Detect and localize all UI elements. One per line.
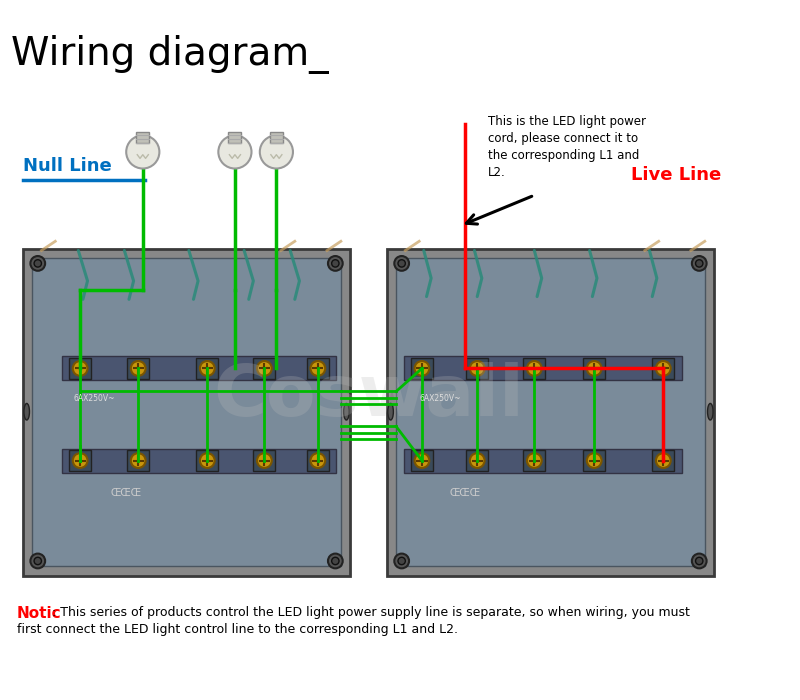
Bar xyxy=(403,356,682,380)
Circle shape xyxy=(394,554,409,568)
Ellipse shape xyxy=(707,403,713,420)
Bar xyxy=(411,358,433,379)
Bar xyxy=(62,356,336,380)
Bar xyxy=(306,450,329,470)
Bar xyxy=(254,358,275,379)
Circle shape xyxy=(398,260,406,267)
Circle shape xyxy=(310,453,326,468)
Text: Coswall: Coswall xyxy=(213,362,524,430)
Text: 6AX250V~: 6AX250V~ xyxy=(419,394,461,403)
Circle shape xyxy=(695,260,703,267)
Bar xyxy=(411,450,433,470)
Circle shape xyxy=(414,453,430,468)
Bar xyxy=(196,358,218,379)
Bar xyxy=(69,358,91,379)
Circle shape xyxy=(131,361,146,376)
Circle shape xyxy=(527,453,542,468)
Bar xyxy=(403,449,682,472)
Circle shape xyxy=(695,557,703,565)
Circle shape xyxy=(200,453,214,468)
Circle shape xyxy=(527,361,542,376)
Text: ŒŒŒ: ŒŒŒ xyxy=(110,488,142,498)
Circle shape xyxy=(332,557,339,565)
Text: : This series of products control the LED light power supply line is separate, s: : This series of products control the LE… xyxy=(51,606,690,619)
Bar xyxy=(387,248,714,575)
Circle shape xyxy=(328,554,342,568)
Circle shape xyxy=(257,453,272,468)
Text: This is the LED light power
cord, please connect it to
the corresponding L1 and
: This is the LED light power cord, please… xyxy=(488,115,646,179)
Bar xyxy=(306,358,329,379)
Circle shape xyxy=(587,453,602,468)
Bar xyxy=(254,450,275,470)
Text: first connect the LED light control line to the corresponding L1 and L2.: first connect the LED light control line… xyxy=(17,623,458,636)
Circle shape xyxy=(200,361,214,376)
Circle shape xyxy=(260,135,293,169)
Bar xyxy=(270,132,283,143)
Circle shape xyxy=(470,453,485,468)
Bar xyxy=(32,258,341,566)
Circle shape xyxy=(257,361,272,376)
Text: ŒŒŒ: ŒŒŒ xyxy=(450,488,481,498)
Text: Live Line: Live Line xyxy=(631,166,722,183)
Text: Null Line: Null Line xyxy=(23,157,112,175)
Bar xyxy=(583,358,606,379)
Circle shape xyxy=(332,260,339,267)
Text: Wiring diagram_: Wiring diagram_ xyxy=(11,35,329,74)
Circle shape xyxy=(73,361,87,376)
Circle shape xyxy=(394,256,409,271)
Circle shape xyxy=(30,256,45,271)
Circle shape xyxy=(328,256,342,271)
Ellipse shape xyxy=(24,403,30,420)
Circle shape xyxy=(126,135,159,169)
Circle shape xyxy=(131,453,146,468)
Circle shape xyxy=(30,554,45,568)
Circle shape xyxy=(656,361,670,376)
Circle shape xyxy=(414,361,430,376)
Bar xyxy=(396,258,705,566)
Bar xyxy=(466,450,488,470)
Bar xyxy=(523,450,546,470)
Circle shape xyxy=(73,453,87,468)
Bar xyxy=(466,358,488,379)
Ellipse shape xyxy=(344,403,349,420)
Bar xyxy=(523,358,546,379)
Bar xyxy=(69,450,91,470)
Circle shape xyxy=(34,260,42,267)
Circle shape xyxy=(470,361,485,376)
Text: 6AX250V~: 6AX250V~ xyxy=(74,394,115,403)
Bar xyxy=(652,450,674,470)
Bar xyxy=(127,358,150,379)
Bar xyxy=(196,450,218,470)
Ellipse shape xyxy=(388,403,394,420)
Circle shape xyxy=(218,135,251,169)
Bar xyxy=(23,248,350,575)
Circle shape xyxy=(310,361,326,376)
Bar xyxy=(62,449,336,472)
Circle shape xyxy=(692,554,706,568)
Bar xyxy=(127,450,150,470)
Circle shape xyxy=(587,361,602,376)
Bar xyxy=(652,358,674,379)
Circle shape xyxy=(656,453,670,468)
Circle shape xyxy=(692,256,706,271)
Circle shape xyxy=(34,557,42,565)
Circle shape xyxy=(398,557,406,565)
Bar xyxy=(229,132,242,143)
Bar xyxy=(136,132,150,143)
Text: Notic: Notic xyxy=(17,606,62,621)
Bar xyxy=(583,450,606,470)
